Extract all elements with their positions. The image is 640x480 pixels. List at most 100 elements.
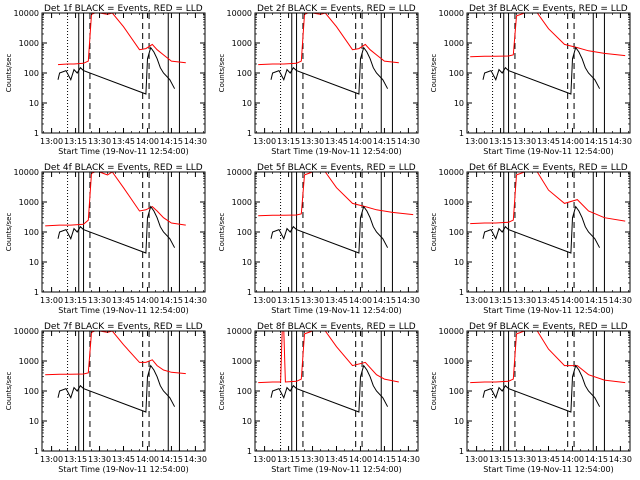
- y-axis-label: Counts/sec: [5, 213, 13, 252]
- panel-title: Det 7f BLACK = Events, RED = LLD: [44, 322, 203, 332]
- y-tick-label: 100: [449, 228, 464, 237]
- lld-series-line: [258, 331, 399, 384]
- marker-lines: [280, 331, 393, 451]
- y-tick-label: 10000: [439, 327, 464, 336]
- x-tick-label: 14:15: [160, 455, 183, 464]
- detector-panel: Det 4f BLACK = Events, RED = LLD 1 10 100 10…: [5, 163, 207, 315]
- y-axis-label: Counts/sec: [5, 372, 13, 411]
- panel-title: Det 5f BLACK = Events, RED = LLD: [257, 163, 416, 173]
- panel-title: Det 6f BLACK = Events, RED = LLD: [469, 163, 628, 173]
- panel-title: Det 4f BLACK = Events, RED = LLD: [44, 163, 203, 173]
- y-tick-label: 100: [24, 69, 39, 78]
- x-tick-label: 13:30: [88, 296, 111, 305]
- y-tick-label: 1000: [232, 39, 252, 48]
- y-tick-label: 1000: [19, 39, 39, 48]
- detector-panel: Det 5f BLACK = Events, RED = LLD 1 10 100 10…: [218, 163, 420, 315]
- x-tick-label: 13:45: [325, 296, 348, 305]
- y-tick-label: 1000: [444, 198, 464, 207]
- detector-panel: Det 9f BLACK = Events, RED = LLD 1 10 100 10…: [430, 322, 632, 474]
- x-tick-label: 13:00: [465, 455, 488, 464]
- marker-lines: [280, 172, 393, 292]
- y-tick-label: 1000: [444, 357, 464, 366]
- y-tick-label: 10: [29, 99, 39, 108]
- x-tick-label: 14:15: [373, 137, 396, 146]
- x-tick-label: 14:15: [373, 455, 396, 464]
- x-tick-label: 13:00: [253, 455, 276, 464]
- x-tick-label: 13:45: [112, 455, 135, 464]
- x-tick-label: 14:30: [609, 455, 632, 464]
- x-tick-label: 14:30: [184, 137, 207, 146]
- x-tick-label: 14:30: [397, 137, 420, 146]
- x-tick-label: 13:15: [64, 296, 87, 305]
- x-axis-label: Start Time (19-Nov-11 12:54:00): [483, 465, 613, 474]
- detector-panel: Det 7f BLACK = Events, RED = LLD 1 10 100 10…: [5, 322, 207, 474]
- y-tick-label: 1000: [19, 357, 39, 366]
- y-tick-label: 1000: [232, 357, 252, 366]
- x-tick-label: 13:00: [465, 137, 488, 146]
- y-axis-label: Counts/sec: [5, 54, 13, 93]
- x-tick-label: 14:00: [561, 137, 584, 146]
- x-tick-label: 14:00: [136, 296, 159, 305]
- y-tick-label: 1000: [19, 198, 39, 207]
- y-tick-label: 10: [454, 258, 464, 267]
- y-tick-label: 10: [29, 258, 39, 267]
- lld-series-line: [57, 13, 186, 66]
- x-tick-label: 13:15: [489, 455, 512, 464]
- y-tick-label: 10000: [14, 9, 39, 18]
- lld-series-line: [470, 331, 626, 384]
- y-tick-label: 10: [454, 99, 464, 108]
- x-tick-label: 14:30: [397, 296, 420, 305]
- x-tick-label: 13:00: [465, 296, 488, 305]
- x-tick-label: 13:45: [537, 296, 560, 305]
- marker-lines: [67, 331, 180, 451]
- x-tick-label: 14:00: [561, 455, 584, 464]
- x-tick-label: 14:30: [184, 296, 207, 305]
- panel-title: Det 8f BLACK = Events, RED = LLD: [257, 322, 416, 332]
- x-tick-label: 13:15: [64, 137, 87, 146]
- x-tick-label: 13:45: [537, 137, 560, 146]
- x-axis-label: Start Time (19-Nov-11 12:54:00): [271, 306, 401, 315]
- x-tick-label: 14:15: [373, 296, 396, 305]
- x-tick-label: 13:45: [112, 296, 135, 305]
- y-tick-label: 1: [34, 447, 39, 456]
- plot-frame: [254, 12, 419, 134]
- x-axis-label: Start Time (19-Nov-11 12:54:00): [483, 147, 613, 156]
- events-series-line: [270, 364, 389, 413]
- marker-lines: [492, 13, 605, 133]
- x-tick-label: 14:15: [585, 137, 608, 146]
- x-tick-label: 14:30: [609, 296, 632, 305]
- events-series-line: [482, 205, 601, 254]
- y-tick-label: 100: [449, 387, 464, 396]
- x-tick-label: 13:30: [88, 137, 111, 146]
- x-tick-label: 13:45: [325, 137, 348, 146]
- y-tick-label: 10: [242, 417, 252, 426]
- lld-series-line: [258, 172, 414, 217]
- lld-series-line: [470, 13, 626, 58]
- x-axis-label: Start Time (19-Nov-11 12:54:00): [271, 147, 401, 156]
- x-tick-label: 13:00: [40, 455, 63, 464]
- y-axis-label: Counts/sec: [430, 54, 438, 93]
- y-axis-label: Counts/sec: [218, 372, 226, 411]
- x-tick-label: 14:00: [136, 137, 159, 146]
- marker-lines: [67, 172, 180, 292]
- y-tick-label: 1: [247, 288, 252, 297]
- y-tick-label: 1: [247, 447, 252, 456]
- lld-series-line: [470, 172, 626, 225]
- marker-lines: [280, 13, 393, 133]
- events-series-line: [482, 46, 601, 95]
- x-tick-label: 13:15: [64, 455, 87, 464]
- panel-title: Det 3f BLACK = Events, RED = LLD: [469, 4, 628, 14]
- y-tick-label: 10000: [439, 168, 464, 177]
- x-tick-label: 13:00: [253, 137, 276, 146]
- events-series-line: [57, 46, 176, 95]
- events-series-line: [57, 205, 176, 254]
- plot-frame: [466, 12, 631, 134]
- events-series-line: [270, 205, 389, 254]
- detector-panel: Det 1f BLACK = Events, RED = LLD 1 10 100 10…: [5, 4, 207, 156]
- y-tick-label: 100: [449, 69, 464, 78]
- x-tick-label: 13:00: [40, 296, 63, 305]
- x-tick-label: 13:30: [513, 137, 536, 146]
- x-tick-label: 13:15: [277, 137, 300, 146]
